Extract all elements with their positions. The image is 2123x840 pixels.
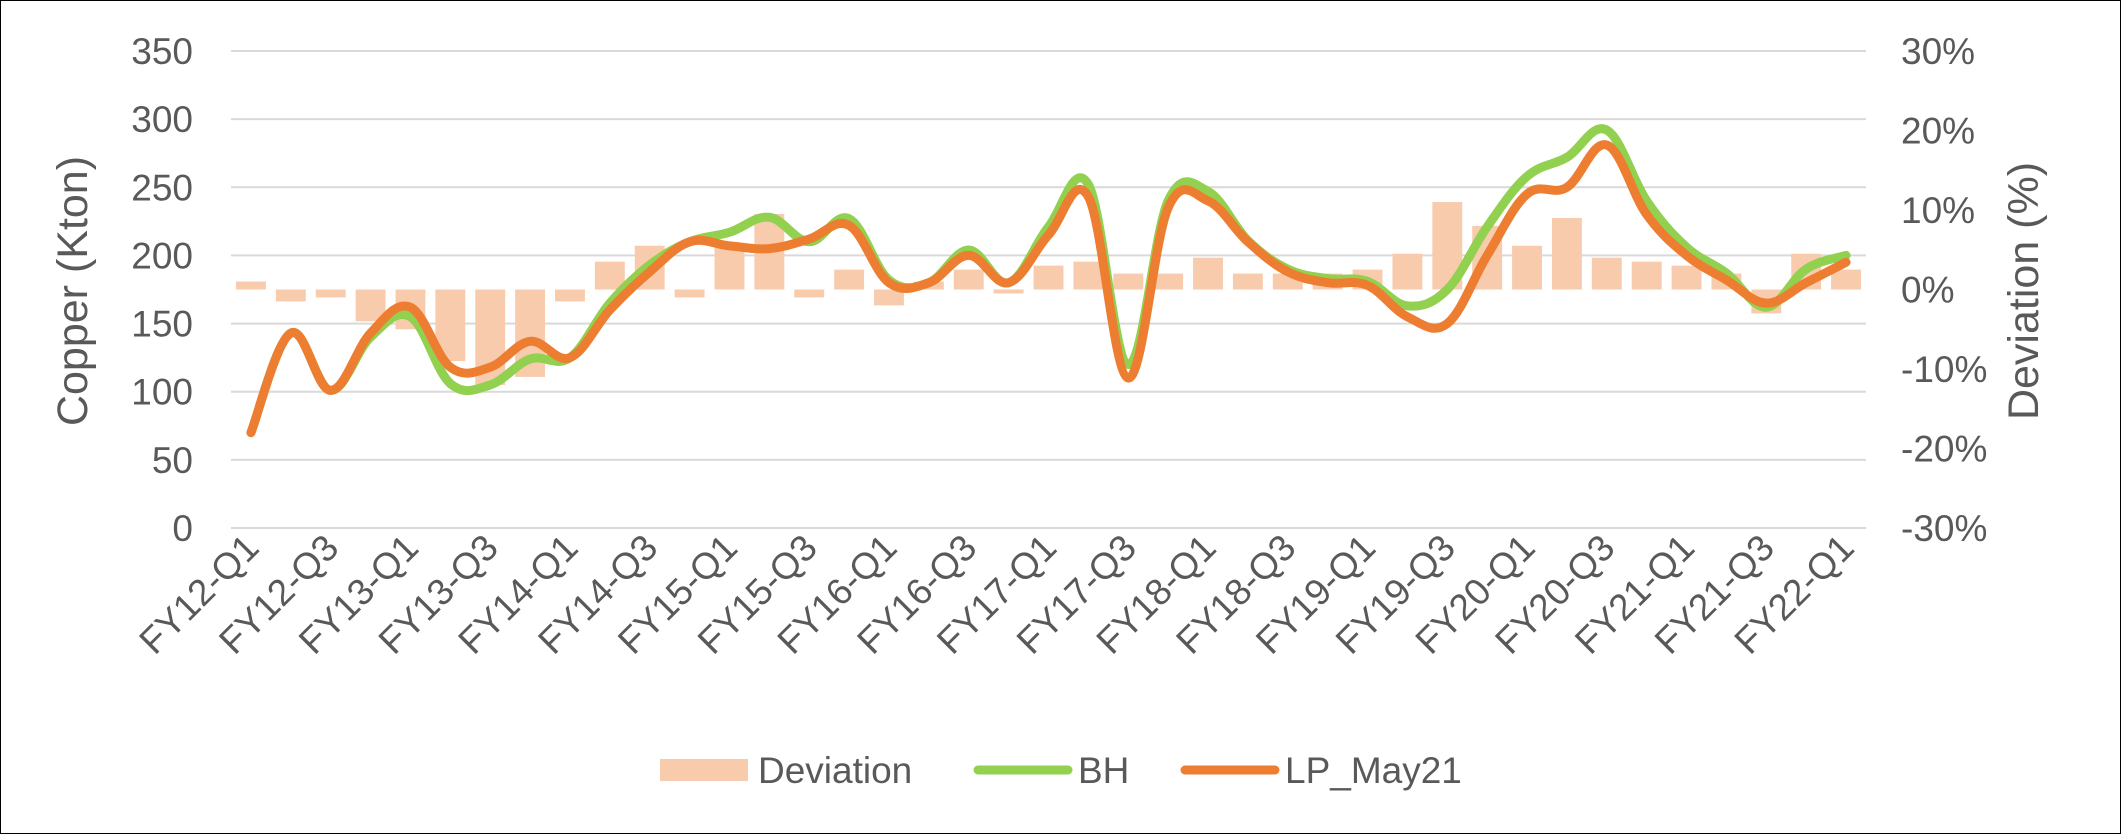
x-axis-ticks: FY12-Q1FY12-Q3FY13-Q1FY13-Q3FY14-Q1FY14-…: [131, 527, 1861, 662]
deviation-bar: [1831, 269, 1862, 290]
right-y-axis-title: Deviation (%): [2000, 162, 2048, 420]
deviation-bar: [1193, 257, 1223, 290]
left-y-tick-label: 0: [172, 508, 193, 549]
deviation-bar: [1392, 253, 1423, 290]
left-y-axis-title: Copper (Kton): [49, 156, 97, 426]
left-y-tick-label: 250: [131, 167, 193, 208]
series-lines: [246, 124, 1851, 438]
legend-swatch-deviation: [660, 759, 748, 781]
deviation-bar: [315, 289, 346, 298]
deviation-bar: [674, 289, 705, 298]
deviation-bar: [1512, 245, 1542, 290]
deviation-bar: [1113, 273, 1144, 290]
deviation-bar: [1551, 217, 1582, 290]
deviation-bar: [1033, 265, 1064, 290]
deviation-bar: [594, 261, 625, 290]
legend: Deviation BH LP_May21: [660, 750, 1462, 791]
legend-label-bh: BH: [1078, 750, 1129, 791]
right-y-tick-label: -30%: [1901, 508, 1987, 549]
deviation-bar: [953, 269, 984, 290]
deviation-bar: [834, 269, 865, 290]
right-y-tick-label: 20%: [1901, 111, 1975, 152]
deviation-bar: [555, 289, 585, 302]
right-y-axis-ticks: -30% -20% -10% 0% 10% 20% 30%: [1901, 31, 1987, 549]
deviation-bar: [1153, 273, 1184, 290]
right-y-tick-label: 30%: [1901, 31, 1975, 72]
right-y-tick-label: -10%: [1901, 349, 1987, 390]
deviation-bar: [1591, 257, 1622, 290]
deviation-bar: [235, 281, 266, 290]
left-y-tick-label: 300: [131, 99, 193, 140]
series-line-lp-may21: [246, 140, 1851, 438]
left-y-tick-label: 200: [131, 235, 193, 276]
left-y-tick-label: 100: [131, 372, 193, 413]
left-y-tick-label: 50: [152, 440, 193, 481]
deviation-bar: [1232, 273, 1263, 290]
legend-label-lp-may21: LP_May21: [1285, 750, 1462, 791]
deviation-bar: [874, 289, 904, 306]
deviation-bar: [1631, 261, 1662, 290]
deviation-bar: [794, 289, 825, 298]
left-y-tick-label: 350: [131, 31, 193, 72]
series-line-bh: [246, 124, 1851, 438]
deviation-bar: [275, 289, 306, 302]
left-y-axis-ticks: 0 50 100 150 200 250 300 350: [131, 31, 193, 549]
left-y-tick-label: 150: [131, 304, 193, 345]
deviation-bar: [993, 289, 1024, 294]
deviation-bar: [1671, 265, 1702, 290]
right-y-tick-label: 0%: [1901, 270, 1954, 311]
legend-label-deviation: Deviation: [758, 750, 912, 791]
deviation-bar: [1073, 261, 1104, 290]
right-y-tick-label: 10%: [1901, 190, 1975, 231]
right-y-tick-label: -20%: [1901, 429, 1987, 470]
deviation-bar: [714, 245, 745, 290]
